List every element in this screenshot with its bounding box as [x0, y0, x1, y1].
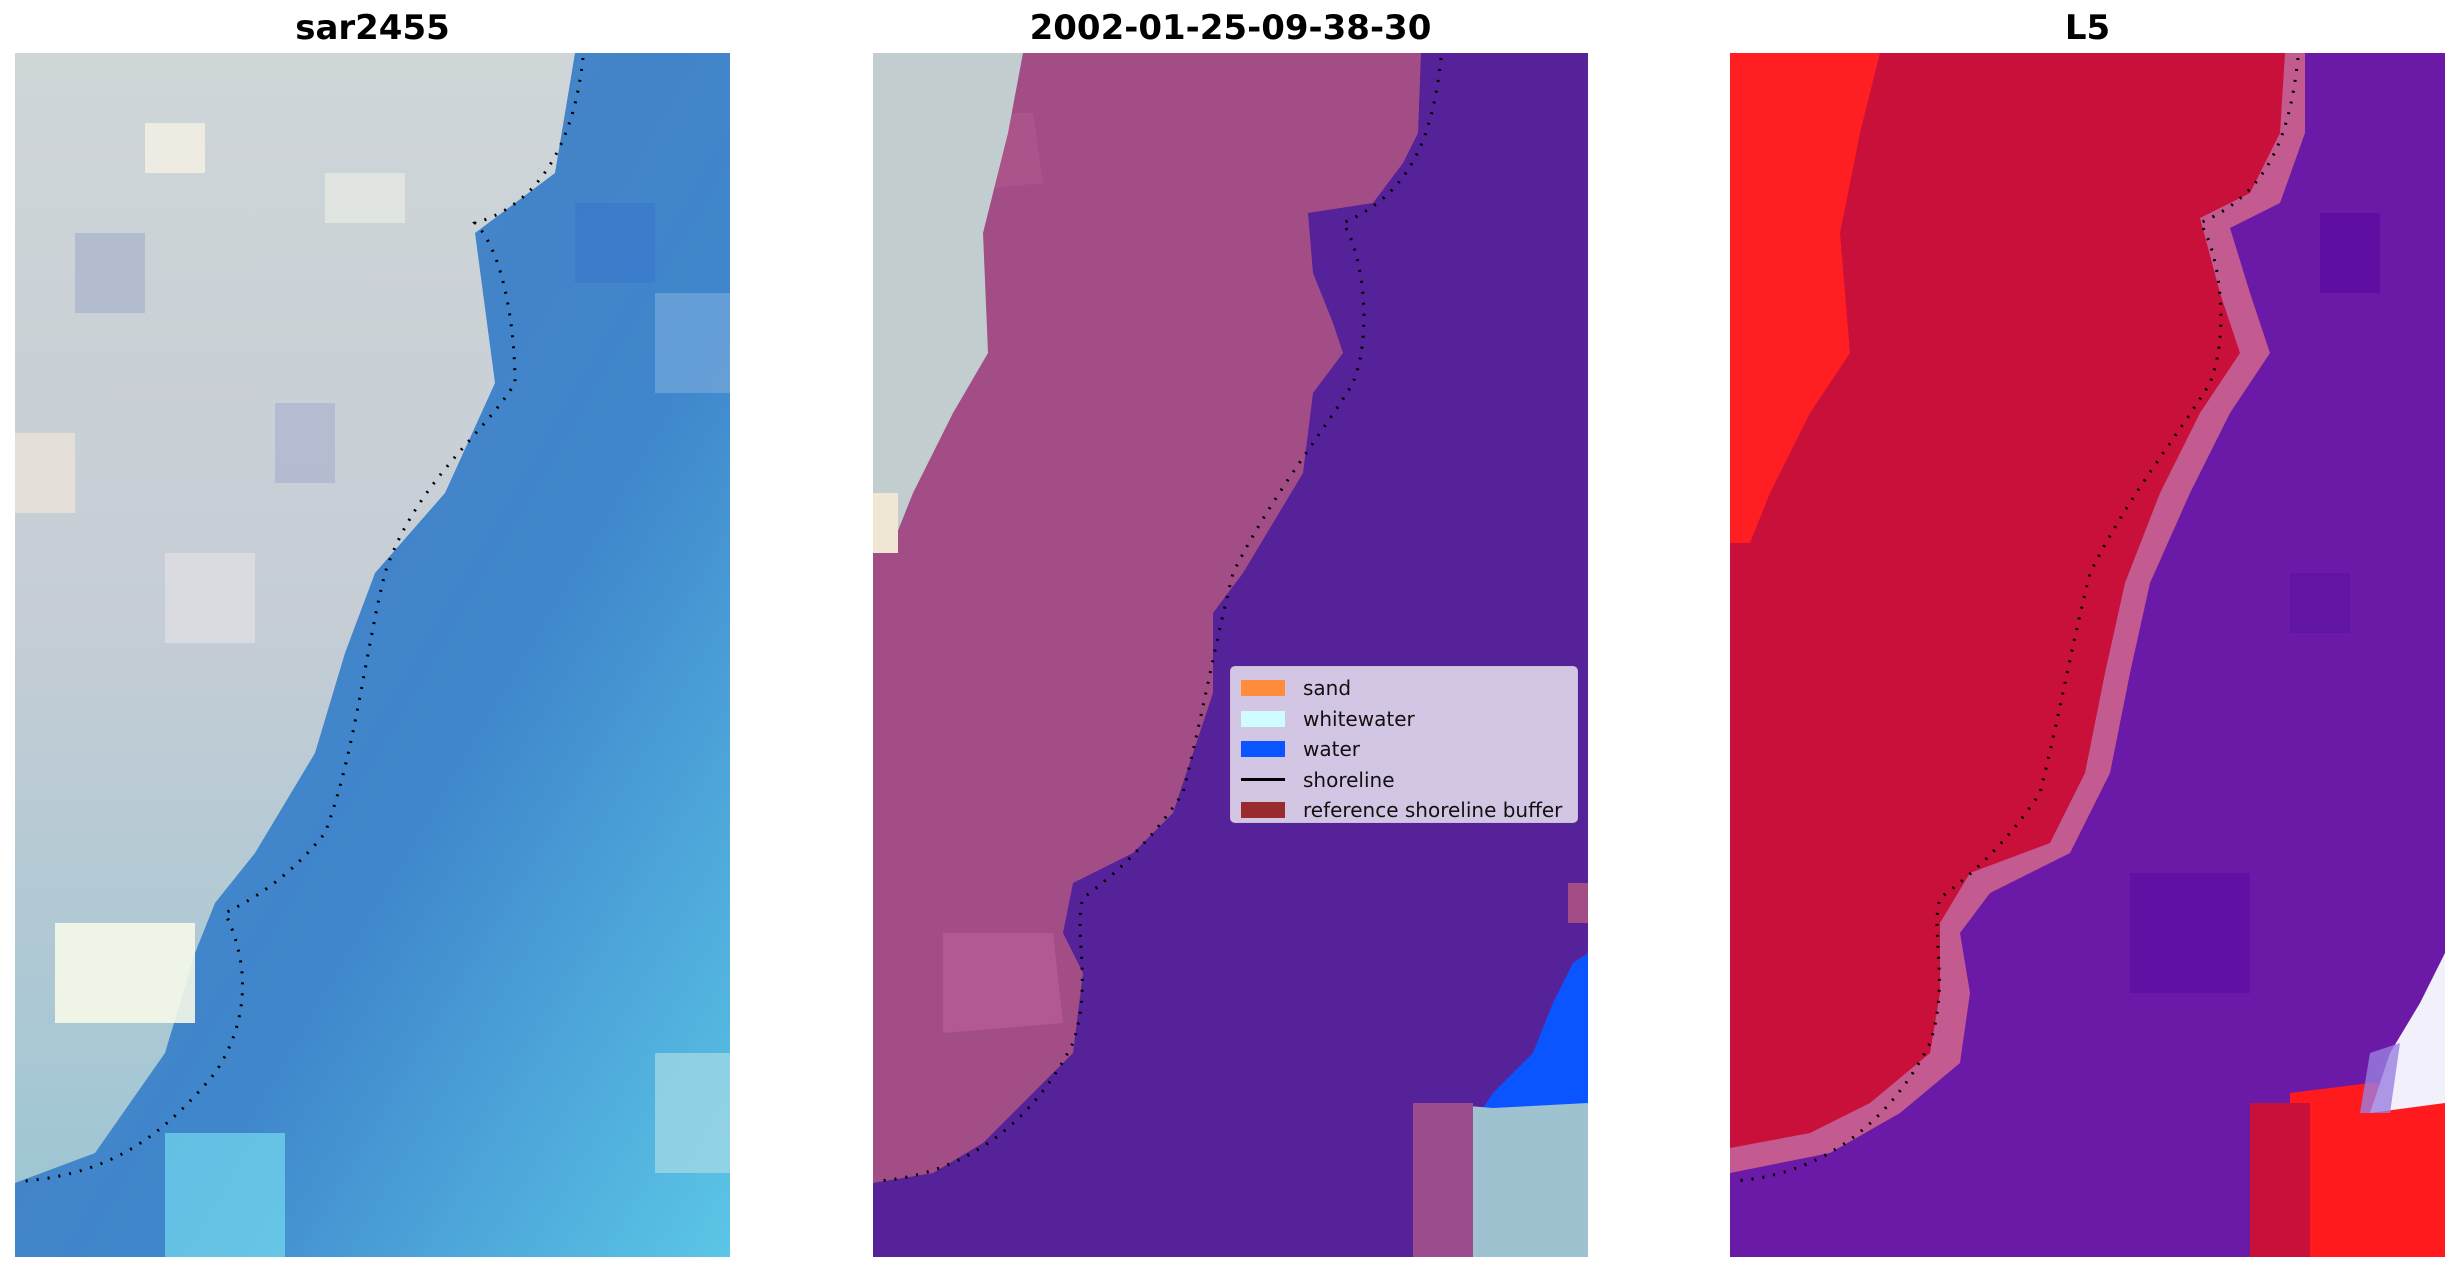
- rgb-image: [15, 53, 730, 1257]
- l5-image: [1730, 53, 2445, 1257]
- classification-panel: [873, 53, 1588, 1257]
- panel-title-rgb: sar2455: [295, 8, 450, 48]
- panel-title-l5: L5: [2064, 8, 2111, 48]
- legend-item-reference-buffer: reference shoreline buffer: [1241, 795, 1567, 826]
- legend: sand whitewater water shoreline referenc…: [1230, 666, 1578, 823]
- legend-item-shoreline: shoreline: [1241, 765, 1567, 796]
- legend-swatch-sand: [1241, 680, 1285, 697]
- legend-swatch-shoreline: [1241, 778, 1285, 782]
- legend-label: sand: [1303, 676, 1352, 701]
- legend-swatch-water: [1241, 741, 1285, 758]
- l5-panel: [1730, 53, 2445, 1257]
- classification-image: [873, 53, 1588, 1257]
- legend-item-water: water: [1241, 734, 1567, 765]
- panel-title-classification: 2002-01-25-09-38-30: [1029, 8, 1432, 48]
- legend-swatch-reference-buffer: [1241, 802, 1285, 819]
- legend-label: reference shoreline buffer: [1303, 798, 1563, 823]
- legend-swatch-whitewater: [1241, 710, 1285, 727]
- rgb-image-panel: [15, 53, 730, 1257]
- legend-item-sand: sand: [1241, 673, 1567, 704]
- legend-label: water: [1303, 737, 1360, 762]
- legend-label: whitewater: [1303, 706, 1415, 731]
- legend-label: shoreline: [1303, 767, 1395, 792]
- legend-item-whitewater: whitewater: [1241, 704, 1567, 735]
